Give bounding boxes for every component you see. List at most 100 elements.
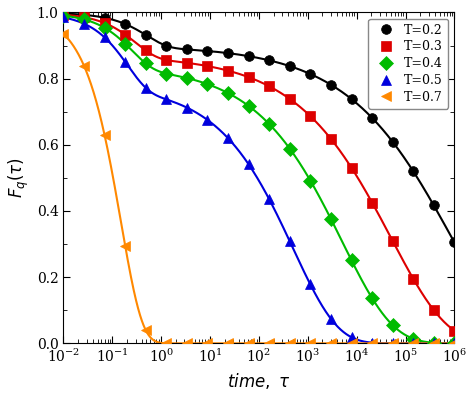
Line: T=0.4: T=0.4 <box>59 11 459 348</box>
T=0.2 <box>246 54 252 59</box>
T=0.3 <box>122 32 128 37</box>
T=0.2 <box>266 58 272 63</box>
T=0.2 <box>122 21 128 26</box>
T=0.4 <box>328 217 334 221</box>
T=0.3 <box>390 238 395 243</box>
T=0.7 <box>431 341 437 346</box>
T=0.3 <box>164 58 169 62</box>
T=0.2 <box>61 11 66 16</box>
T=0.7 <box>81 63 87 68</box>
T=0.3 <box>410 276 416 281</box>
T=0.5 <box>102 35 108 40</box>
T=0.3 <box>184 60 190 65</box>
T=0.4 <box>184 76 190 80</box>
T=0.2 <box>452 240 457 245</box>
T=0.4 <box>225 91 231 96</box>
T=0.7 <box>143 328 148 333</box>
T=0.5 <box>164 97 169 102</box>
T=0.7 <box>205 341 210 346</box>
T=0.5 <box>369 340 375 345</box>
T=0.3 <box>143 48 148 53</box>
T=0.3 <box>328 137 334 141</box>
T=0.3 <box>308 114 313 119</box>
T=0.4 <box>61 13 66 18</box>
T=0.7 <box>246 341 252 346</box>
T=0.5 <box>205 117 210 122</box>
T=0.5 <box>61 15 66 20</box>
T=0.7 <box>225 341 231 346</box>
T=0.3 <box>287 97 292 101</box>
T=0.7 <box>122 244 128 248</box>
T=0.7 <box>61 31 66 36</box>
T=0.7 <box>328 341 334 346</box>
Line: T=0.3: T=0.3 <box>59 10 459 336</box>
T=0.5 <box>81 21 87 26</box>
T=0.3 <box>452 328 457 333</box>
T=0.4 <box>205 82 210 86</box>
T=0.3 <box>349 166 355 170</box>
T=0.4 <box>81 17 87 22</box>
Line: T=0.5: T=0.5 <box>59 13 459 348</box>
T=0.4 <box>143 61 148 66</box>
Line: T=0.2: T=0.2 <box>59 9 459 247</box>
T=0.2 <box>349 97 355 101</box>
T=0.4 <box>349 258 355 263</box>
T=0.4 <box>308 178 313 183</box>
T=0.4 <box>452 341 457 346</box>
T=0.5 <box>349 335 355 339</box>
T=0.2 <box>308 72 313 76</box>
T=0.2 <box>390 139 395 144</box>
T=0.3 <box>102 21 108 25</box>
X-axis label: $\mathit{time,\ \tau}$: $\mathit{time,\ \tau}$ <box>227 371 291 391</box>
T=0.2 <box>328 82 334 87</box>
T=0.7 <box>184 341 190 346</box>
T=0.7 <box>369 341 375 346</box>
T=0.2 <box>205 49 210 53</box>
T=0.5 <box>287 239 292 244</box>
T=0.2 <box>143 33 148 37</box>
T=0.4 <box>246 103 252 108</box>
T=0.4 <box>102 25 108 30</box>
T=0.2 <box>81 12 87 17</box>
T=0.4 <box>390 323 395 328</box>
T=0.3 <box>81 15 87 20</box>
T=0.3 <box>225 68 231 73</box>
T=0.5 <box>266 197 272 202</box>
T=0.4 <box>122 41 128 46</box>
T=0.5 <box>328 316 334 321</box>
T=0.2 <box>164 43 169 48</box>
T=0.2 <box>410 169 416 174</box>
T=0.5 <box>410 341 416 346</box>
T=0.4 <box>431 340 437 345</box>
T=0.4 <box>369 296 375 300</box>
T=0.5 <box>184 105 190 110</box>
T=0.5 <box>122 59 128 64</box>
T=0.7 <box>287 341 292 346</box>
T=0.4 <box>410 336 416 341</box>
T=0.7 <box>410 341 416 346</box>
T=0.3 <box>431 308 437 312</box>
T=0.2 <box>225 51 231 56</box>
T=0.4 <box>287 146 292 151</box>
T=0.3 <box>246 75 252 80</box>
T=0.3 <box>205 64 210 68</box>
T=0.4 <box>164 71 169 76</box>
Legend: T=0.2, T=0.3, T=0.4, T=0.5, T=0.7: T=0.2, T=0.3, T=0.4, T=0.5, T=0.7 <box>368 19 448 109</box>
T=0.5 <box>143 86 148 90</box>
T=0.5 <box>246 162 252 167</box>
T=0.5 <box>225 136 231 140</box>
T=0.5 <box>390 341 395 346</box>
T=0.7 <box>164 341 169 345</box>
T=0.5 <box>308 282 313 287</box>
T=0.3 <box>266 84 272 89</box>
Line: T=0.7: T=0.7 <box>59 29 459 348</box>
T=0.2 <box>431 203 437 208</box>
T=0.5 <box>452 341 457 346</box>
T=0.2 <box>287 64 292 68</box>
T=0.7 <box>266 341 272 346</box>
T=0.3 <box>61 12 66 17</box>
T=0.7 <box>452 341 457 346</box>
T=0.7 <box>308 341 313 346</box>
T=0.5 <box>431 341 437 346</box>
T=0.7 <box>102 133 108 138</box>
